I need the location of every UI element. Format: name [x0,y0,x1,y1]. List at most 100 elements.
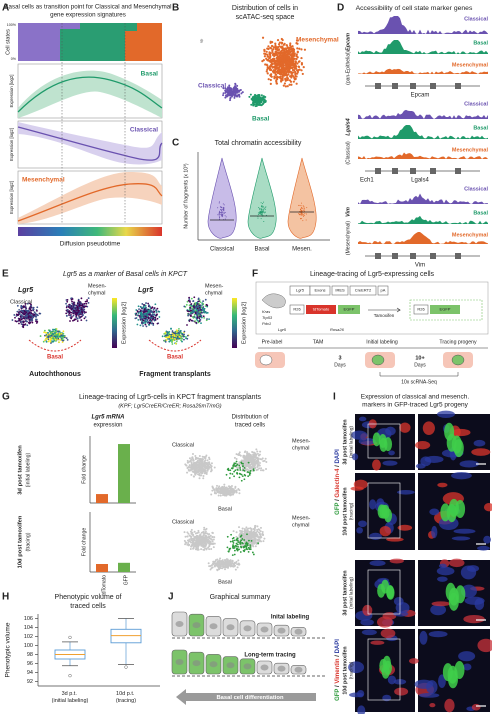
cell-dot [237,559,240,562]
cell-dot [211,566,214,569]
cell-dot [298,68,301,71]
cell-dot [258,102,261,105]
cell-dot [83,302,86,305]
cell-dot [220,486,223,489]
cell-dot [300,214,302,216]
cell-dot [304,214,306,216]
cell-dot [241,541,244,544]
cell-dot [191,453,194,456]
panel-letter: C [172,138,179,149]
cell-dot [244,548,246,551]
cell-dot [220,562,223,565]
cell-dot [200,460,203,463]
cell-dot [292,80,295,83]
cell-dot [236,94,239,97]
stain [448,558,465,568]
cell-dot [22,312,25,315]
cell-dot [205,473,208,476]
cell-dot [263,208,265,210]
cell-dot [50,332,52,335]
cell-dot [190,303,193,305]
cell-dot [69,320,71,322]
cell-dot [85,311,87,314]
cell-dot [228,485,231,488]
cell-dot [197,316,200,319]
cell-dot [203,548,206,551]
shape [358,215,488,224]
cell-dot [290,74,293,77]
cell-dot [190,541,193,544]
cell-dot [47,336,50,338]
cell-dot [231,554,234,556]
cell-dot [179,329,182,332]
cell-dot [222,207,224,209]
cell-dot [58,330,61,333]
label: Tracing progeny [439,339,477,345]
cell-dot [151,306,154,309]
cell-dot [196,314,199,317]
cell-dot [87,302,90,304]
cell-dot [258,464,261,467]
cell-dot [252,538,255,541]
cell-dot [76,302,79,305]
cell-dot [303,206,305,208]
cell-dot [251,98,254,101]
nucleus [192,660,201,667]
label: Classical [172,442,194,448]
label: Number of fragments (x 10³) [183,163,189,228]
cell-dot [259,450,262,453]
cell-dot [76,306,79,309]
stain [369,532,382,540]
cell-dot [208,463,211,466]
cell-dot [275,79,278,82]
label: Mesen- [88,283,107,289]
cell-dot [199,305,202,308]
cell-dot [148,324,151,326]
gfp [446,433,457,452]
cell-dot [45,335,47,338]
cell-dot [225,565,228,568]
cell [451,354,465,366]
cell-dot [153,319,156,322]
cell-dot [243,473,246,476]
cell-dot [230,488,233,491]
cell-dot [236,472,238,475]
cell-dot [206,469,209,472]
cell-dot [202,308,205,311]
label: Mesenchymal [452,232,489,238]
cell-dot [184,463,187,466]
cell-dot [302,205,304,207]
cell-dot [255,469,258,472]
cell-dot [211,531,214,534]
cell-dot [235,457,238,460]
cell-dot [183,338,185,341]
cell-dot [300,69,303,72]
cell-dot [258,536,261,539]
panel-letter: A [2,3,9,14]
label: Expression [log2] [121,301,127,344]
cell-dot [138,315,141,317]
cell-dot [197,542,200,545]
cell-dot [247,551,250,553]
cell-dot [190,309,192,312]
cell-dot [198,477,201,480]
shape [358,193,488,204]
panel-title: Total chromatin accessibility [215,140,302,147]
cell-dot [184,535,187,538]
cell-dot [177,333,180,336]
cell-dot [224,91,227,94]
label: Lgr5 [296,288,305,293]
cell-dot [303,208,305,210]
panel-title: Expression of classical and mesench. [361,394,470,401]
shape [392,253,398,259]
cell-dot [272,46,276,49]
cell-dot [277,69,280,72]
cell-dot [220,209,222,211]
cell-dot [66,300,69,303]
cell-dot [227,550,230,553]
cell-dot [143,304,145,306]
cell-dot [301,72,304,76]
label: Classical [10,299,32,305]
label: 3d post tamoxifen [342,570,348,615]
cell-dot [52,328,54,331]
